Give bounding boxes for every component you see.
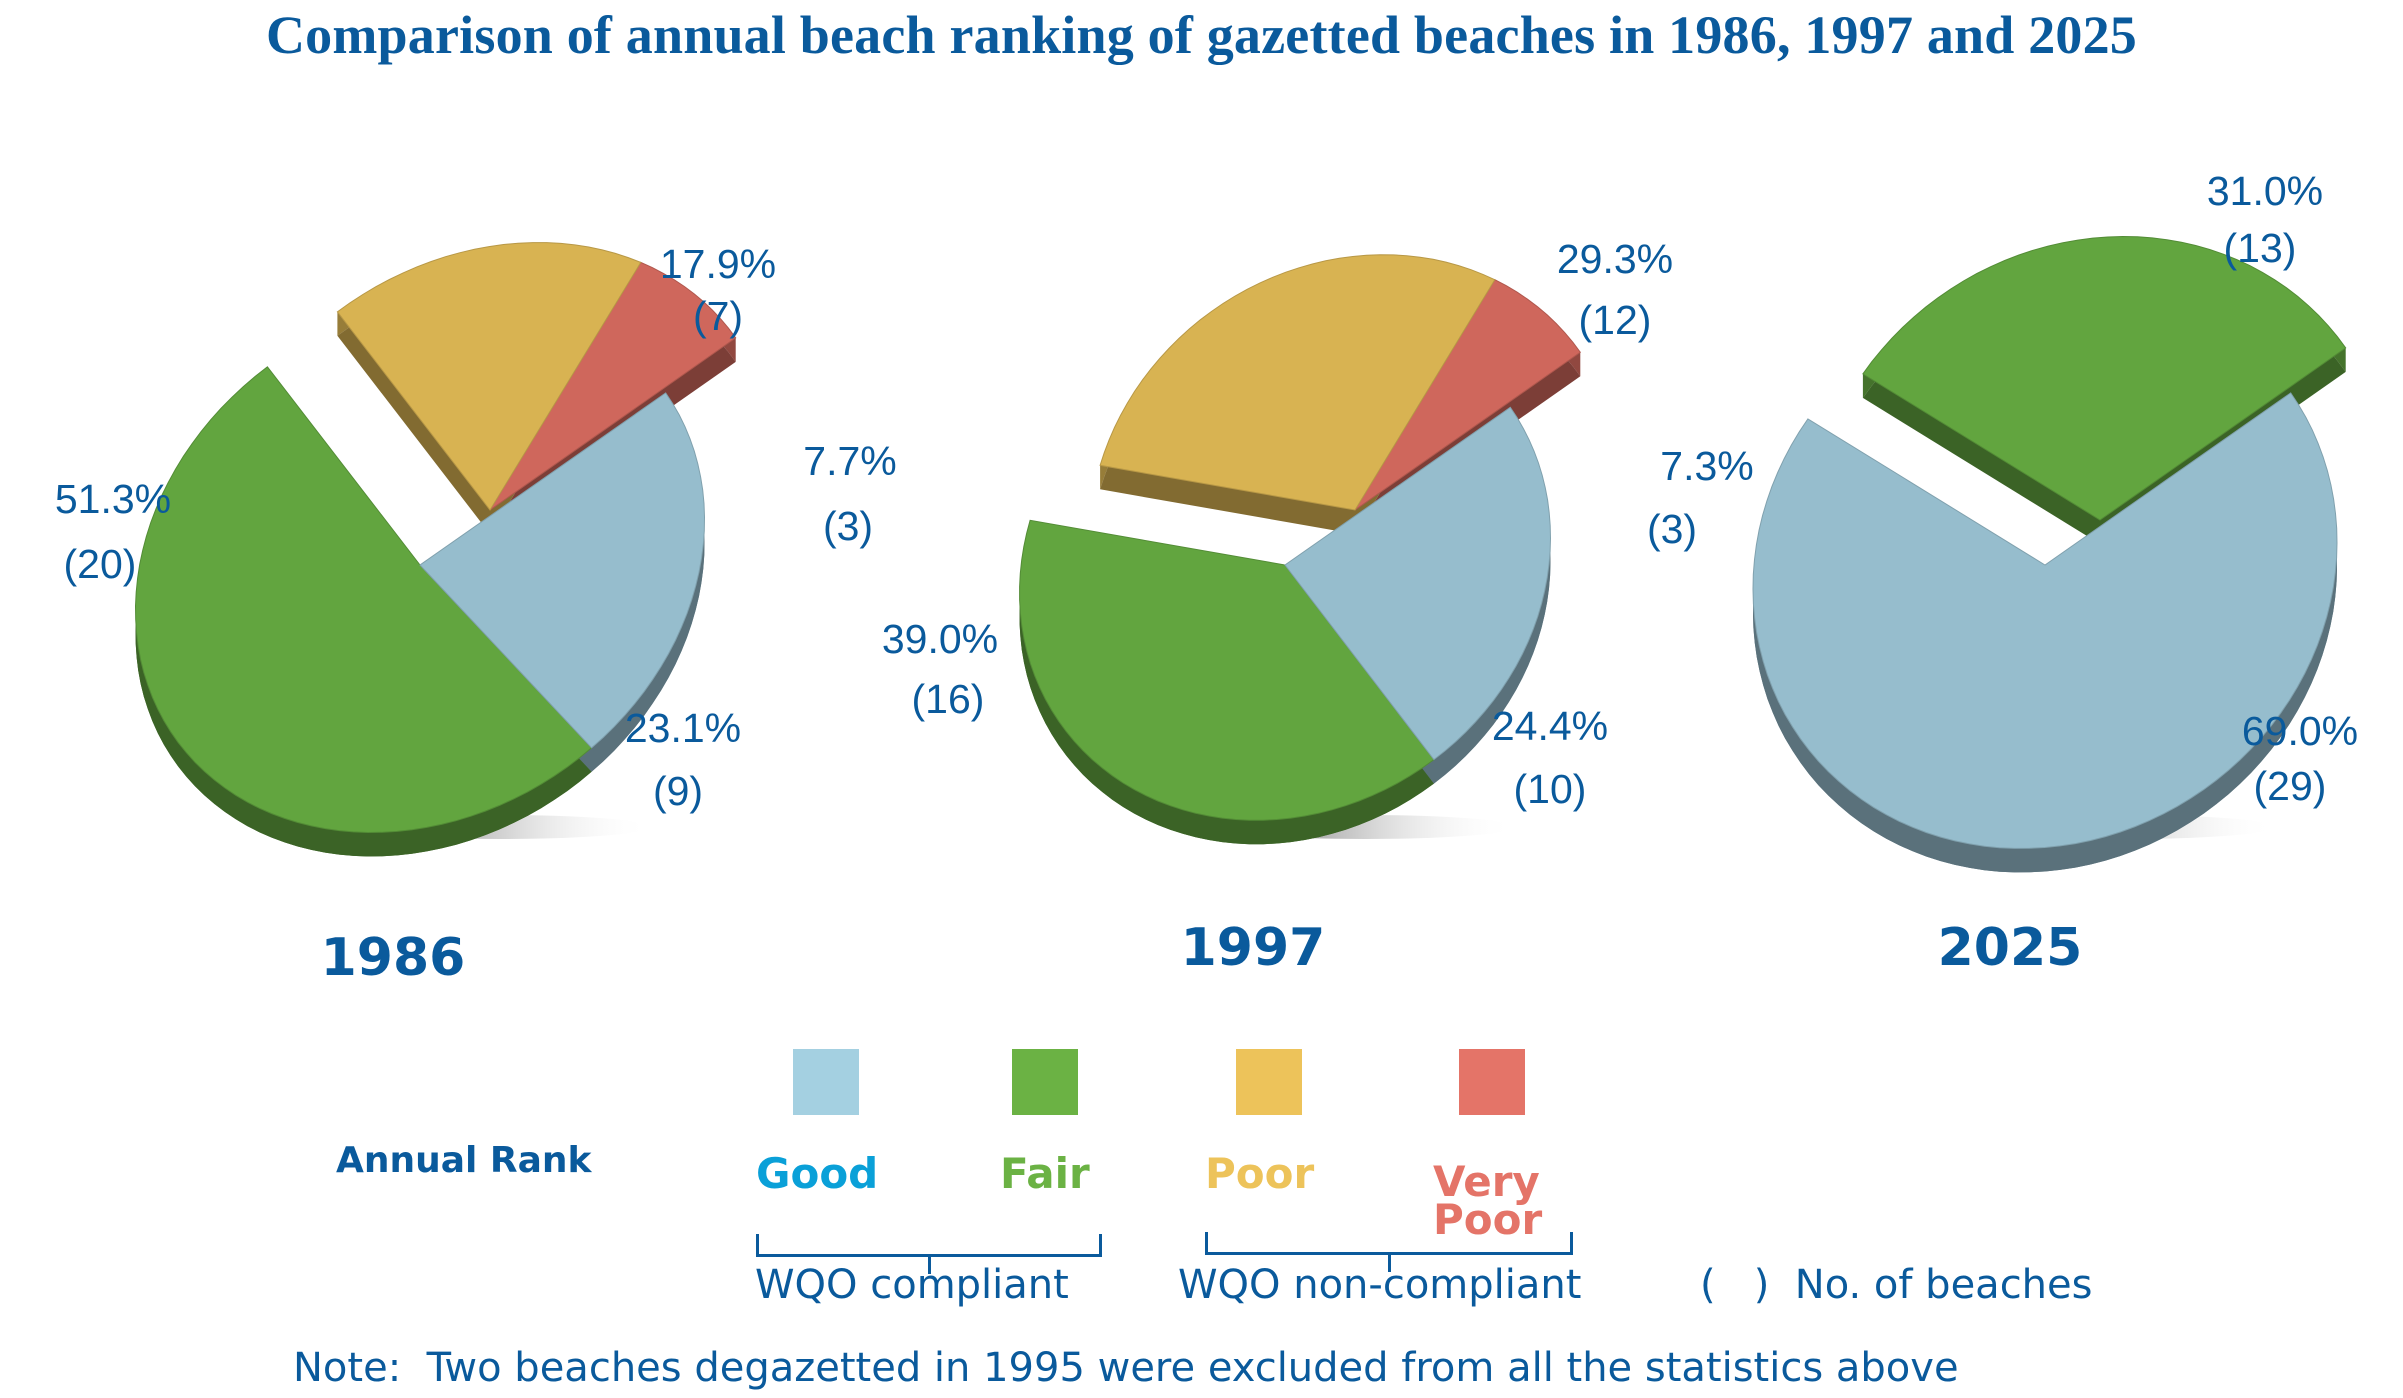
pie-1997-slice-very-poor — [1354, 279, 1582, 511]
legend-label-good: Good — [756, 1149, 879, 1198]
pie-1986-slice-fair — [134, 366, 593, 834]
pie-1986-slice-very-poor — [489, 261, 737, 511]
pie-2025-slice-good — [1752, 392, 2338, 849]
year-label-2025: 2025 — [1938, 918, 2083, 978]
data-label-1997-poor-count: (12) — [1579, 297, 1652, 343]
data-label-1997-verypoor-count: (3) — [1647, 506, 1697, 552]
data-label-2025-fair-count: (13) — [2224, 225, 2297, 271]
data-label-1986-poor-count: (7) — [693, 293, 743, 339]
data-label-1997-fair-count: (16) — [912, 676, 985, 722]
legend-swatch-poor — [1236, 1049, 1302, 1115]
data-label-1986-good-pct: 23.1% — [625, 705, 741, 751]
data-label-1997-good-pct: 24.4% — [1492, 703, 1608, 749]
legend-swatch-good — [793, 1049, 859, 1115]
data-label-2025-fair-pct: 31.0% — [2207, 168, 2323, 214]
year-label-1997: 1997 — [1181, 918, 1326, 978]
group-label-wqo-noncompliant: WQO non-compliant — [1178, 1262, 1582, 1308]
data-label-2025-good-count: (29) — [2254, 763, 2327, 809]
pie-1997-slice-fair — [1019, 519, 1435, 821]
legend-title: Annual Rank — [336, 1140, 592, 1181]
bracket-wqo-compliant — [756, 1234, 1102, 1274]
bracket-wqo-noncompliant — [1205, 1232, 1573, 1272]
legend-count-note: ( ) No. of beaches — [1700, 1262, 2093, 1308]
data-label-1986-good-count: (9) — [653, 768, 703, 814]
data-label-1986-verypoor-pct: 7.7% — [803, 438, 896, 484]
pie-1986-slice-good — [419, 392, 706, 749]
pie-1986 — [134, 242, 737, 857]
pie-1997-slice-poor — [1099, 254, 1496, 511]
data-label-1997-verypoor-pct: 7.3% — [1660, 443, 1753, 489]
pie-1997 — [1019, 254, 1582, 845]
year-label-1986: 1986 — [321, 928, 466, 988]
legend-label-poor: Poor — [1205, 1149, 1315, 1198]
data-label-1997-good-count: (10) — [1514, 766, 1587, 812]
bracket-stem — [1388, 1252, 1391, 1272]
data-label-1986-poor-pct: 17.9% — [660, 241, 776, 287]
legend-swatch-verypoor — [1459, 1049, 1525, 1115]
data-label-1997-fair-pct: 39.0% — [882, 616, 998, 662]
data-label-1997-poor-pct: 29.3% — [1557, 236, 1673, 282]
data-label-1986-fair-count: (20) — [64, 541, 137, 587]
bracket-stem — [928, 1254, 931, 1274]
legend-label-verypoor: Very Poor — [1433, 1157, 1543, 1244]
pie-2025-slice-fair — [1862, 235, 2347, 521]
footnote: Note: Two beaches degazetted in 1995 wer… — [293, 1345, 1959, 1391]
legend-label-fair: Fair — [1000, 1149, 1090, 1198]
data-label-1986-fair-pct: 51.3% — [55, 476, 171, 522]
data-label-2025-good-pct: 69.0% — [2242, 708, 2358, 754]
group-label-wqo-compliant: WQO compliant — [755, 1262, 1069, 1308]
chart-title: Comparison of annual beach ranking of ga… — [265, 5, 2138, 65]
legend-swatch-fair — [1012, 1049, 1078, 1115]
pie-2025 — [1752, 235, 2347, 873]
pie-1997-slice-good — [1284, 406, 1552, 761]
pie-1986-slice-poor — [336, 242, 642, 511]
data-label-1986-verypoor-count: (3) — [823, 503, 873, 549]
